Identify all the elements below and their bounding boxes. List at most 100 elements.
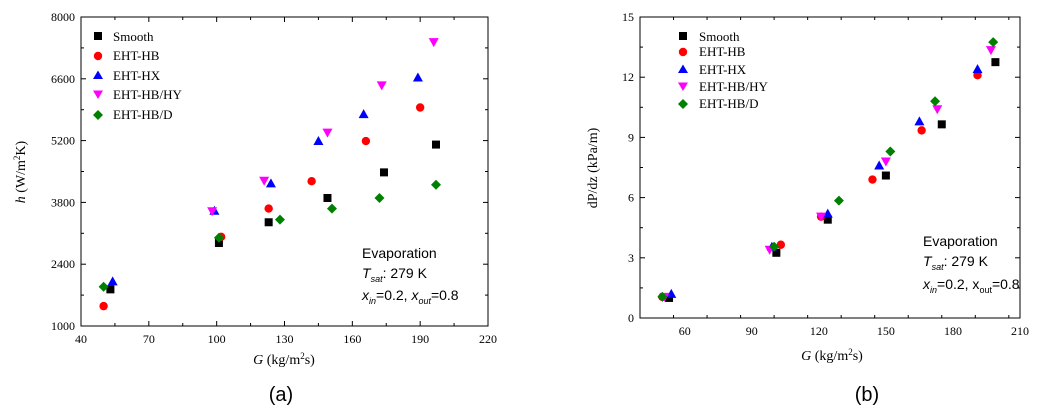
data-point-eht-hb-hy <box>207 207 218 217</box>
legend-marker-eht-hx <box>678 64 688 73</box>
data-point-eht-hx <box>972 64 983 74</box>
data-point-smooth <box>937 120 946 129</box>
y-tick-label: 0 <box>628 311 634 325</box>
data-point-eht-hb <box>415 103 425 112</box>
chart-panel-a: 40 70 100 130 160 190 220 1000 2400 3800 5200 6600 8… <box>12 10 497 406</box>
data-point-eht-hb-hy <box>880 157 891 167</box>
annotation-line-1: Evaporation <box>362 245 437 261</box>
x-tick-label: 70 <box>143 332 155 346</box>
data-point-smooth <box>106 285 115 294</box>
annotation-line-2: Tsat: 279 K <box>923 253 989 272</box>
legend-label-smooth: Smooth <box>113 29 154 44</box>
legend-marker-eht-hb-hy <box>678 82 688 91</box>
y-axis-label: h (W/m2K) <box>12 140 29 203</box>
x-tick-label: 100 <box>208 332 226 346</box>
data-point-eht-hb-d <box>326 203 337 214</box>
data-point-smooth <box>772 248 781 257</box>
panel-label-a: (a) <box>269 384 293 406</box>
data-point-eht-hb-hy <box>985 46 996 56</box>
data-point-eht-hb-d <box>930 96 941 107</box>
data-point-eht-hx <box>822 208 833 218</box>
annotation-line-1: Evaporation <box>923 233 998 249</box>
y-tick-label: 12 <box>622 70 634 84</box>
annotation: Evaporation Tsat: 279 K xin=0.2, xout=0.… <box>922 233 1020 295</box>
legend-label-smooth: Smooth <box>699 29 740 44</box>
panel-label-b: (b) <box>855 384 879 406</box>
legend-marker-eht-hb-d <box>93 110 103 120</box>
data-point-eht-hb-hy <box>322 128 333 138</box>
data-point-smooth <box>264 218 273 227</box>
legend-label-eht-hb: EHT-HB <box>699 44 746 59</box>
x-tick-label: 90 <box>746 324 758 338</box>
data-point-eht-hb-hy <box>376 81 387 91</box>
annotation-line-2: Tsat: 279 K <box>362 265 428 284</box>
y-axis-label: dP/dz (kPa/m) <box>586 127 601 208</box>
data-point-eht-hb-hy <box>932 105 943 115</box>
data-point-eht-hx <box>412 72 423 82</box>
y-tick-label: 5200 <box>51 134 75 148</box>
legend-label-eht-hx: EHT-HX <box>699 62 747 77</box>
y-tick-label: 3 <box>628 251 634 265</box>
axis-ticks: 40 70 100 130 160 190 220 1000 2400 3800 5200 6600 8… <box>51 10 497 346</box>
data-point-eht-hb-d <box>885 146 896 157</box>
data-point-eht-hb-d <box>98 281 109 292</box>
legend-marker-eht-hb <box>93 51 103 61</box>
data-point-eht-hx <box>358 109 369 119</box>
y-tick-label: 2400 <box>51 257 75 271</box>
data-point-smooth <box>214 239 223 248</box>
data-point-eht-hx <box>914 116 925 126</box>
legend-label-eht-hb-hy: EHT-HB/HY <box>699 79 768 94</box>
data-point-eht-hx <box>666 288 677 298</box>
y-tick-label: 1000 <box>51 319 75 333</box>
data-point-eht-hb-d <box>988 37 999 48</box>
data-point-eht-hb-d <box>430 179 441 190</box>
legend-label-eht-hx: EHT-HX <box>113 68 161 83</box>
legend: Smooth EHT-HB EHT-HX EHT-HB/HY EHT-HB/D <box>93 29 182 122</box>
data-point-eht-hb <box>99 301 108 311</box>
data-point-eht-hb <box>264 204 273 213</box>
x-tick-label: 40 <box>75 332 87 346</box>
data-point-smooth <box>665 293 674 302</box>
annotation-line-3: xin=0.2, xout=0.8 <box>922 276 1020 295</box>
x-tick-label: 210 <box>1011 324 1029 338</box>
y-tick-label: 6600 <box>51 72 75 86</box>
legend-marker-smooth <box>679 32 687 40</box>
y-tick-label: 6 <box>628 191 634 205</box>
data-point-eht-hb-hy <box>428 38 439 48</box>
data-point-eht-hb <box>361 136 371 146</box>
legend-label-eht-hb-d: EHT-HB/D <box>699 96 758 111</box>
data-point-smooth <box>323 193 332 202</box>
x-axis-label: G (kg/m2s) <box>253 351 315 368</box>
data-point-smooth <box>379 168 388 177</box>
x-tick-label: 220 <box>479 332 497 346</box>
data-point-eht-hx <box>265 178 276 188</box>
data-point-eht-hb-hy <box>259 176 270 186</box>
chart-panel-b: 60 90 120 150 180 210 0 3 6 9 12 15 G (kg/m2s) dP/d… <box>586 10 1029 406</box>
data-point-smooth <box>991 58 1000 67</box>
x-tick-label: 150 <box>877 324 895 338</box>
x-tick-label: 160 <box>343 332 361 346</box>
data-point-smooth <box>431 140 440 149</box>
data-point-eht-hb-d <box>213 232 224 243</box>
y-tick-label: 3800 <box>51 195 75 209</box>
data-point-eht-hb-d <box>657 291 668 302</box>
legend: Smooth EHT-HB EHT-HX EHT-HB/HY EHT-HB/D <box>678 29 768 111</box>
legend-marker-eht-hx <box>93 70 103 79</box>
axis-ticks: 60 90 120 150 180 210 0 3 6 9 12 15 <box>622 10 1029 338</box>
data-points <box>657 37 1000 302</box>
y-tick-label: 8000 <box>51 10 75 24</box>
data-point-eht-hb-d <box>769 241 780 252</box>
data-point-eht-hx <box>107 276 118 286</box>
x-tick-label: 120 <box>810 324 828 338</box>
data-point-eht-hx <box>874 160 885 170</box>
data-point-eht-hb <box>307 177 316 186</box>
data-point-eht-hb-d <box>833 195 844 206</box>
legend-marker-eht-hb <box>678 47 688 57</box>
data-point-smooth <box>823 215 832 224</box>
data-point-eht-hb-hy <box>816 212 827 222</box>
x-tick-label: 190 <box>411 332 429 346</box>
data-points <box>98 38 441 311</box>
data-point-smooth <box>881 171 890 180</box>
data-point-eht-hb-d <box>374 192 385 203</box>
x-tick-label: 60 <box>679 324 691 338</box>
